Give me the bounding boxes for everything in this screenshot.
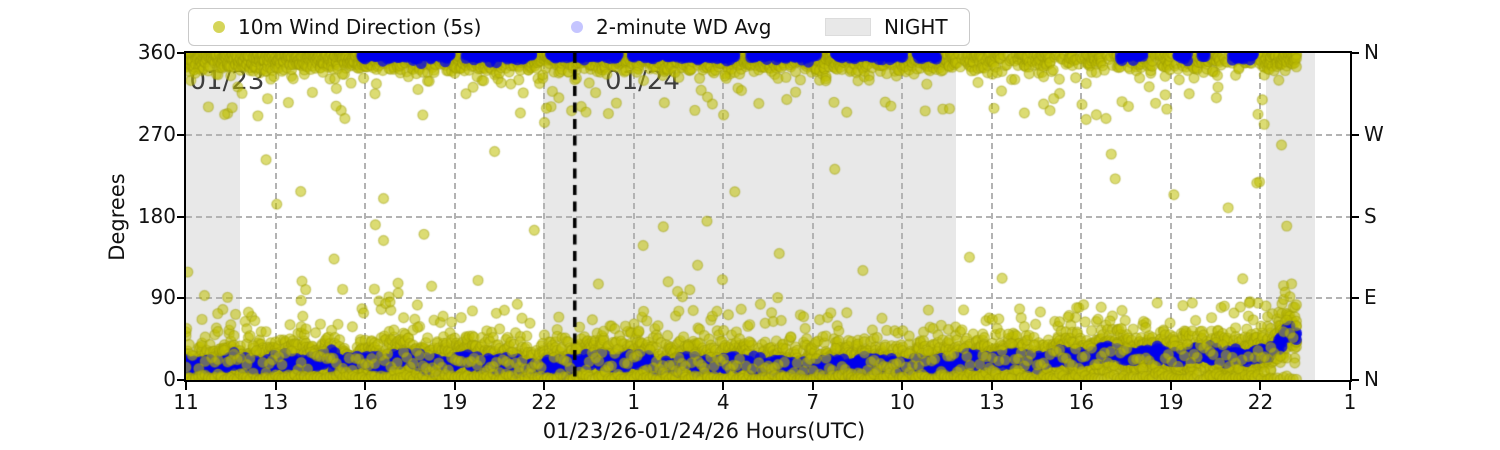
x-tick-mark bbox=[453, 382, 456, 390]
compass-tick-label: W bbox=[1364, 121, 1384, 146]
x-tick-mark bbox=[364, 382, 367, 390]
y-tick-mark bbox=[177, 133, 185, 136]
x-tick-label: 13 bbox=[979, 390, 1005, 414]
x-tick-label: 19 bbox=[441, 390, 468, 414]
y-tick-mark bbox=[177, 297, 185, 300]
x-tick-label: 22 bbox=[531, 390, 557, 414]
compass-tick-label: S bbox=[1364, 203, 1377, 228]
y-tick-label: 90 bbox=[150, 285, 176, 310]
scatter-canvas bbox=[186, 53, 1350, 380]
y-right-tick-mark bbox=[1351, 52, 1359, 54]
y-tick-label: 180 bbox=[137, 203, 176, 228]
legend-item-wind-5s: 10m Wind Direction (5s) bbox=[213, 15, 481, 39]
x-tick-label: 16 bbox=[1068, 390, 1095, 414]
x-tick-mark bbox=[274, 382, 277, 390]
x-tick-label: 19 bbox=[1158, 390, 1184, 414]
x-tick-label: 4 bbox=[716, 390, 730, 414]
y-right-tick-mark bbox=[1351, 133, 1359, 136]
plot-area: 01/23 01/24 bbox=[184, 51, 1352, 382]
y-tick-mark bbox=[177, 379, 185, 381]
x-tick-mark bbox=[632, 382, 635, 390]
night-patch-icon bbox=[825, 18, 871, 36]
x-tick-mark bbox=[811, 382, 814, 390]
legend-label: NIGHT bbox=[884, 15, 948, 39]
x-tick-mark bbox=[1080, 382, 1083, 390]
x-tick-label: 13 bbox=[262, 390, 289, 414]
x-tick-label: 11 bbox=[173, 390, 199, 414]
wd-avg-marker-icon bbox=[571, 21, 583, 33]
x-tick-label: 1 bbox=[1343, 390, 1357, 414]
x-tick-label: 1 bbox=[627, 390, 641, 414]
compass-tick-label: N bbox=[1364, 367, 1379, 391]
x-tick-mark bbox=[901, 382, 904, 390]
y-tick-mark bbox=[177, 215, 185, 218]
x-tick-mark bbox=[722, 382, 725, 390]
x-tick-label: 22 bbox=[1247, 390, 1274, 414]
compass-tick-label: E bbox=[1364, 285, 1377, 310]
y-tick-mark bbox=[177, 52, 185, 54]
legend-label: 10m Wind Direction (5s) bbox=[238, 15, 482, 39]
y-tick-label: 270 bbox=[137, 121, 176, 146]
legend-item-wd-avg: 2-minute WD Avg bbox=[571, 15, 771, 39]
compass-tick-label: N bbox=[1364, 40, 1379, 64]
legend-label: 2-minute WD Avg bbox=[596, 15, 772, 39]
x-tick-label: 16 bbox=[352, 390, 378, 414]
y-right-tick-mark bbox=[1351, 379, 1359, 381]
y-right-tick-mark bbox=[1351, 297, 1359, 300]
x-tick-label: 10 bbox=[889, 390, 916, 414]
x-axis-title: 01/23/26-01/24/26 Hours(UTC) bbox=[542, 419, 866, 443]
wind-5s-marker-icon bbox=[213, 21, 225, 33]
x-tick-mark bbox=[543, 382, 546, 390]
x-tick-mark bbox=[1259, 382, 1262, 390]
x-tick-label: 7 bbox=[806, 390, 820, 414]
chart-legend: 10m Wind Direction (5s) 2-minute WD Avg … bbox=[188, 8, 970, 46]
legend-item-night: NIGHT bbox=[825, 15, 948, 39]
x-tick-mark bbox=[185, 382, 187, 390]
y-right-tick-mark bbox=[1351, 215, 1359, 218]
y-tick-label: 0 bbox=[163, 367, 176, 391]
x-tick-mark bbox=[1169, 382, 1172, 390]
x-tick-mark bbox=[1349, 382, 1351, 390]
y-tick-label: 360 bbox=[137, 40, 176, 64]
x-tick-mark bbox=[990, 382, 993, 390]
